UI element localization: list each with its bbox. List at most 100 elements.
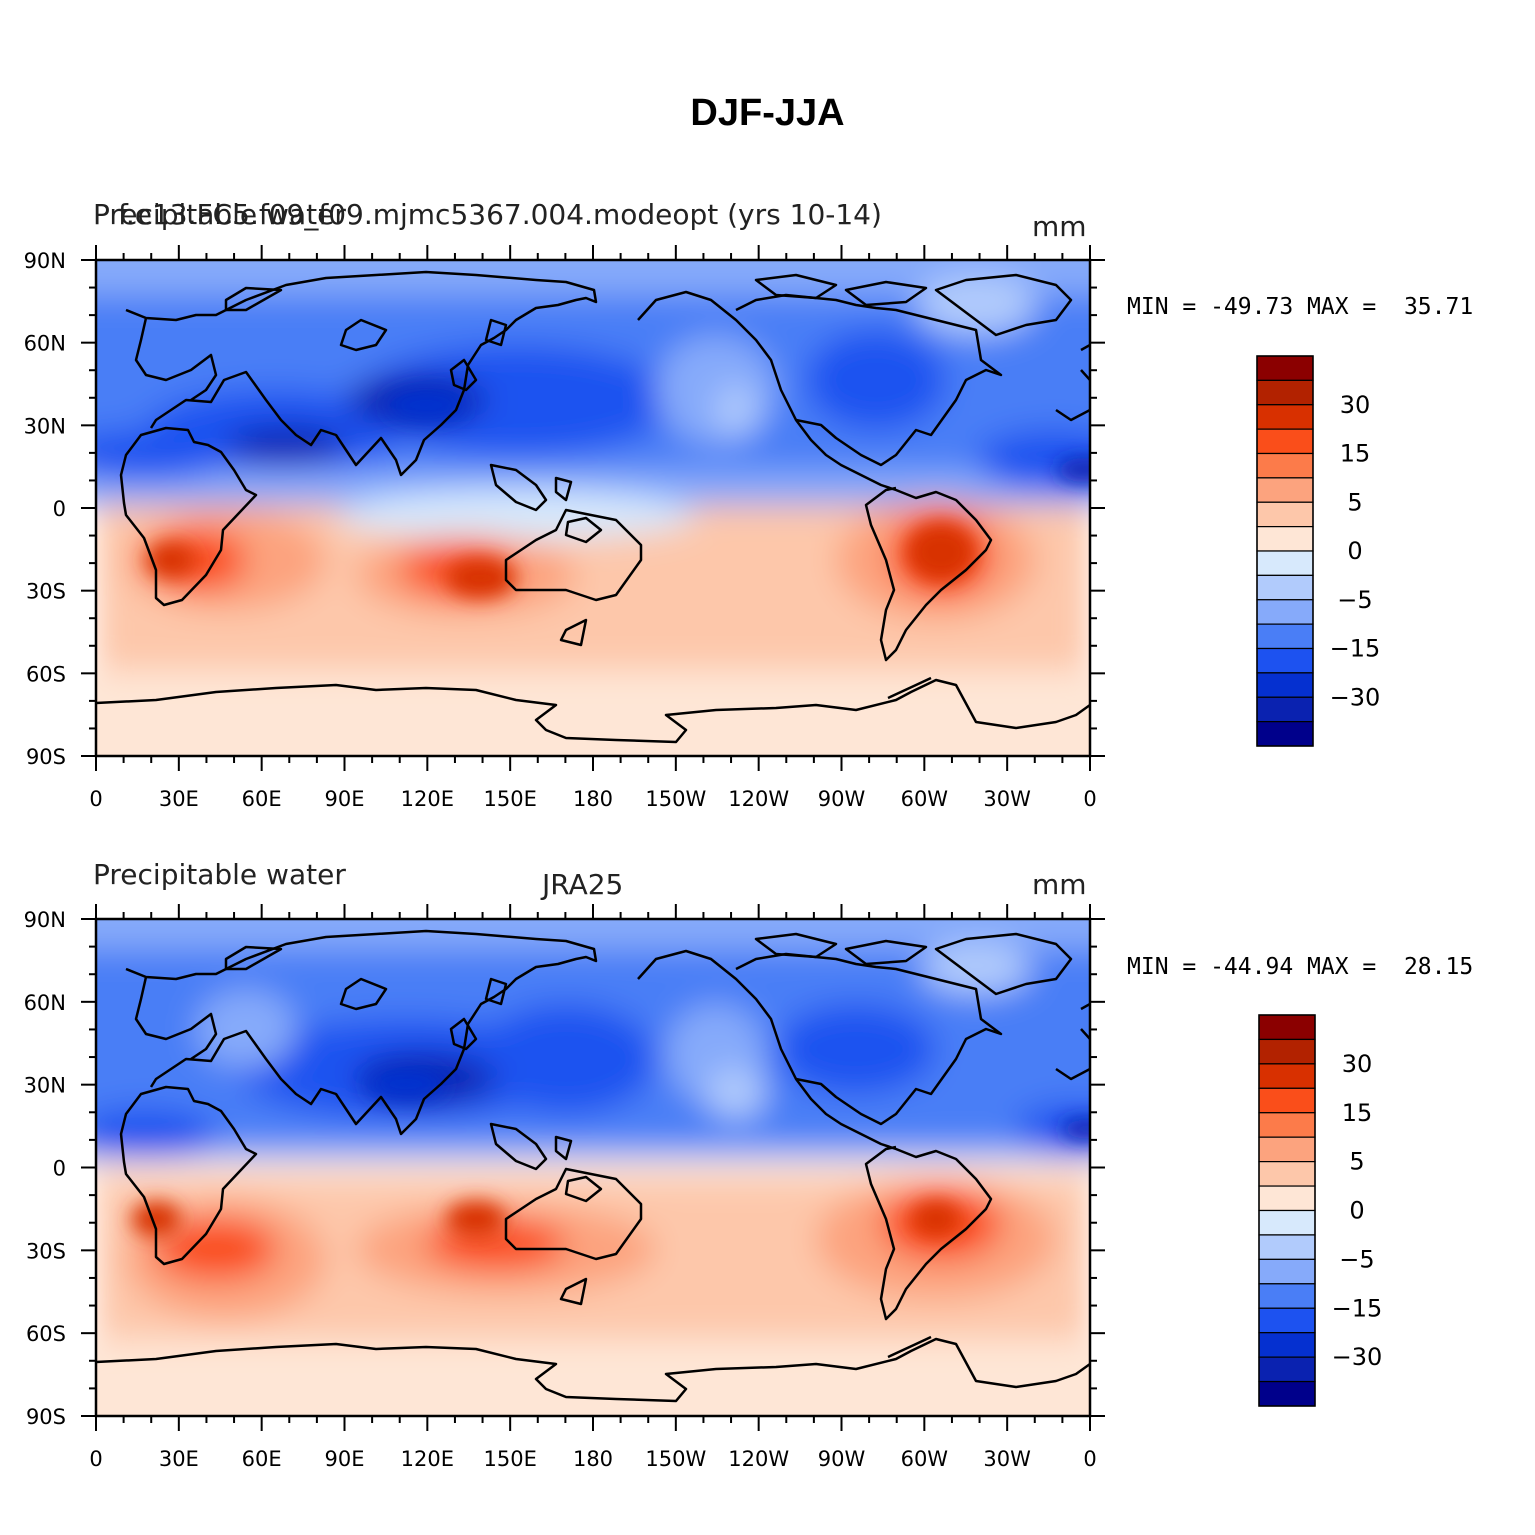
panel1-units: mm	[1032, 210, 1087, 243]
colorbar-label: 5	[1347, 488, 1362, 516]
lon-label: 30E	[159, 1447, 199, 1471]
colorbar-label: −15	[1332, 1294, 1383, 1322]
coastlines	[96, 270, 1090, 744]
lon-label: 180	[573, 787, 613, 811]
colorbar-label: 30	[1342, 1050, 1373, 1078]
lat-label: 30N	[24, 414, 66, 438]
lat-label: 90N	[24, 249, 66, 273]
lat-label: 30S	[26, 1239, 66, 1263]
lon-label: 150W	[645, 787, 706, 811]
colorbar-box	[1258, 1380, 1316, 1407]
colorbar-box	[1258, 1332, 1316, 1358]
colorbar-box	[1256, 550, 1314, 576]
lon-label: 30W	[983, 1447, 1031, 1471]
colorbar-box	[1258, 1038, 1316, 1065]
colorbar-box	[1256, 721, 1314, 747]
colorbar-box	[1256, 599, 1314, 625]
colorbar-box	[1258, 1014, 1316, 1041]
colorbar-box	[1258, 1112, 1316, 1138]
colorbar-box	[1258, 1161, 1316, 1187]
lat-label: 90S	[26, 1405, 66, 1429]
lon-label: 30E	[159, 787, 199, 811]
colorbar-box	[1258, 1063, 1316, 1089]
colorbar-label: −5	[1339, 1245, 1374, 1273]
colorbar-box	[1256, 526, 1314, 552]
map-panel-1	[96, 260, 1090, 756]
colorbar-frame	[1258, 1014, 1316, 1407]
colorbar-label: −30	[1330, 683, 1381, 711]
lon-label: 150W	[645, 1447, 706, 1471]
map-frame	[94, 258, 1092, 758]
colorbar-label: 30	[1340, 391, 1371, 419]
lon-label: 120E	[401, 787, 454, 811]
colorbar-box	[1256, 501, 1314, 528]
colorbar-box	[1256, 647, 1314, 674]
lon-label: 60E	[242, 1447, 282, 1471]
panel1-left-label: Precipitable water	[93, 198, 346, 231]
colorbar-label: 0	[1349, 1197, 1364, 1225]
colorbar-box	[1256, 477, 1314, 503]
colorbar-box	[1256, 696, 1314, 723]
lon-label: 90W	[818, 787, 866, 811]
colorbar-label: 5	[1349, 1148, 1364, 1176]
colorbar-box	[1258, 1234, 1316, 1260]
lon-label: 120W	[728, 1447, 789, 1471]
colorbar-box	[1258, 1185, 1316, 1212]
colorbar-label: −5	[1337, 586, 1372, 614]
main-title: DJF-JJA	[690, 92, 845, 134]
colorbar-box	[1256, 574, 1314, 601]
lon-label: 0	[1083, 787, 1096, 811]
colorbar-box	[1258, 1356, 1316, 1383]
colorbar-box	[1256, 672, 1314, 698]
colorbar-box	[1258, 1283, 1316, 1309]
colorbar-box	[1258, 1258, 1316, 1285]
lon-label: 90E	[325, 787, 365, 811]
colorbar-box	[1256, 623, 1314, 650]
panel2-minmax: MIN = -44.94 MAX = 28.15	[1127, 954, 1474, 980]
colorbar-box	[1258, 1307, 1316, 1334]
colorbar-box	[1258, 1136, 1316, 1163]
lon-label: 0	[89, 787, 102, 811]
lon-label: 120E	[401, 1447, 454, 1471]
panel1-minmax: MIN = -49.73 MAX = 35.71	[1127, 294, 1474, 320]
colorbar-label: 0	[1347, 537, 1362, 565]
panel2-center-label: JRA25	[542, 868, 624, 901]
lon-label: 120W	[728, 787, 789, 811]
lon-label: 30W	[983, 787, 1031, 811]
colorbar-box	[1256, 428, 1314, 455]
colorbar-box	[1256, 404, 1314, 430]
panel2-units: mm	[1032, 868, 1087, 901]
colorbar-box	[1258, 1209, 1316, 1236]
lat-label: 60N	[24, 991, 66, 1015]
lon-label: 0	[1083, 1447, 1096, 1471]
lat-label: 60N	[24, 332, 66, 356]
lat-label: 60S	[26, 1322, 66, 1346]
lat-label: 30S	[26, 580, 66, 604]
colorbar-box	[1256, 379, 1314, 406]
colorbar-label: 15	[1340, 440, 1371, 468]
colorbar-label: −30	[1332, 1343, 1383, 1371]
colorbar-frame	[1256, 355, 1314, 747]
lat-label: 90N	[24, 908, 66, 932]
coastlines	[96, 929, 1090, 1403]
lat-label: 0	[53, 1157, 66, 1181]
lon-label: 60W	[901, 1447, 949, 1471]
lon-label: 90E	[325, 1447, 365, 1471]
lon-label: 150E	[483, 787, 536, 811]
lat-label: 90S	[26, 745, 66, 769]
panel1-center-label: f.e13.FC5.f09_f09.mjmc5367.004.modeopt (…	[118, 198, 882, 231]
lon-label: 60W	[901, 787, 949, 811]
lon-label: 0	[89, 1447, 102, 1471]
map-panel-2	[96, 919, 1090, 1416]
lat-label: 30N	[24, 1074, 66, 1098]
map-frame	[94, 917, 1092, 1418]
colorbar-box	[1258, 1087, 1316, 1114]
lat-label: 0	[53, 497, 66, 521]
lon-label: 90W	[818, 1447, 866, 1471]
panel2-left-label: Precipitable water	[93, 858, 346, 891]
lon-label: 180	[573, 1447, 613, 1471]
lon-label: 60E	[242, 787, 282, 811]
colorbar-box	[1256, 355, 1314, 381]
lon-label: 150E	[483, 1447, 536, 1471]
lat-label: 60S	[26, 662, 66, 686]
